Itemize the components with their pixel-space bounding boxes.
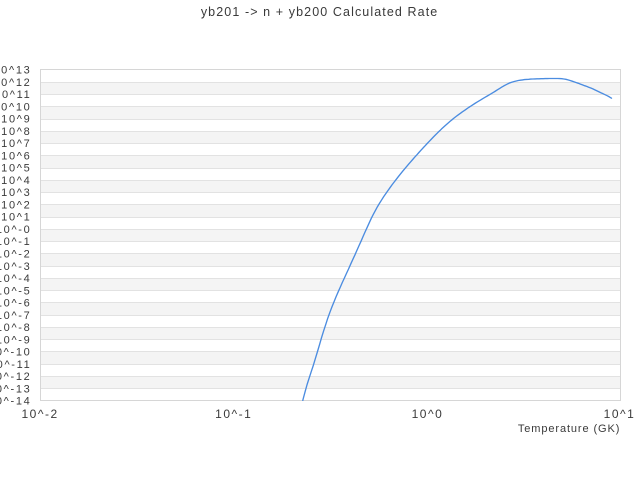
svg-text:10^-13: 10^-13 [0, 383, 32, 395]
svg-text:10^-10: 10^-10 [0, 347, 32, 359]
svg-text:10^1: 10^1 [1, 212, 31, 224]
svg-text:10^3: 10^3 [1, 187, 31, 199]
svg-text:10^9: 10^9 [1, 114, 31, 126]
svg-text:yb201 -> n + yb200 Calculated: yb201 -> n + yb200 Calculated Rate [201, 5, 439, 19]
svg-text:10^6: 10^6 [1, 150, 31, 162]
svg-text:10^-12: 10^-12 [0, 371, 32, 383]
svg-text:10^-8: 10^-8 [0, 322, 32, 334]
svg-text:10^0: 10^0 [412, 407, 444, 421]
svg-text:10^7: 10^7 [1, 138, 31, 150]
svg-text:10^-2: 10^-2 [0, 248, 32, 260]
svg-text:10^13: 10^13 [0, 65, 32, 77]
svg-text:10^-5: 10^-5 [0, 285, 32, 297]
svg-text:10^5: 10^5 [1, 163, 31, 175]
svg-text:Temperature (GK): Temperature (GK) [518, 423, 620, 435]
svg-text:10^8: 10^8 [1, 126, 31, 138]
svg-text:10^10: 10^10 [0, 101, 32, 113]
svg-text:10^-11: 10^-11 [0, 359, 32, 371]
svg-text:10^-14: 10^-14 [0, 396, 32, 408]
svg-text:10^-7: 10^-7 [0, 310, 32, 322]
svg-text:10^-1: 10^-1 [0, 236, 32, 248]
svg-text:10^-9: 10^-9 [0, 334, 32, 346]
svg-text:10^12: 10^12 [0, 77, 32, 89]
svg-text:10^-3: 10^-3 [0, 261, 32, 273]
svg-text:10^1: 10^1 [604, 407, 636, 421]
svg-text:10^4: 10^4 [1, 175, 31, 187]
svg-text:10^-4: 10^-4 [0, 273, 32, 285]
svg-text:10^2: 10^2 [1, 199, 31, 211]
svg-text:10^-2: 10^-2 [21, 407, 58, 421]
svg-text:10^-0: 10^-0 [0, 224, 32, 236]
svg-text:10^-6: 10^-6 [0, 298, 32, 310]
svg-text:10^-1: 10^-1 [215, 407, 252, 421]
svg-text:10^11: 10^11 [0, 89, 32, 101]
